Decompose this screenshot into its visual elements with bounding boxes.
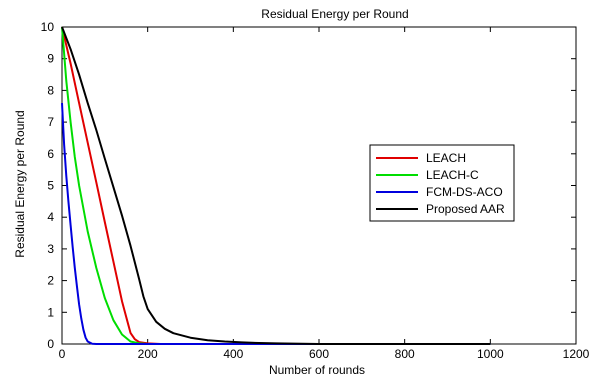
axis-ticks: 0 200 400 600 800 1000 1200 0 1 2 3 4 5 6 7 8 9 10 [41,20,590,361]
series-lines [61,26,491,345]
legend-label: FCM-DS-ACO [426,185,503,199]
y-tick-label: 4 [47,210,54,224]
y-tick-label: 8 [47,83,54,97]
y-tick-label: 7 [47,115,54,129]
series-line-proposed-aar [61,26,491,345]
x-tick-label: 1200 [563,347,590,361]
series-line-fcm-ds-aco [61,103,491,345]
y-tick-label: 1 [47,305,54,319]
x-axis-title: Number of rounds [269,363,365,377]
x-tick-label: 600 [309,347,329,361]
x-tick-label: 0 [59,347,66,361]
x-tick-label: 200 [138,347,158,361]
y-tick-label: 0 [47,337,54,351]
legend-label: Proposed AAR [426,202,505,216]
x-tick-label: 800 [395,347,415,361]
y-tick-label: 5 [47,179,54,193]
x-tick-label: 1000 [477,347,504,361]
y-tick-label: 9 [47,52,54,66]
y-tick-label: 3 [47,242,54,256]
legend: LEACH LEACH-C FCM-DS-ACO Proposed AAR [369,144,515,222]
y-tick-label: 2 [47,274,54,288]
y-axis-title: Residual Energy per Round [13,110,27,257]
y-tick-label: 6 [47,147,54,161]
y-tick-label: 10 [41,20,55,34]
x-tick-label: 400 [223,347,243,361]
legend-label: LEACH-C [426,168,479,182]
legend-label: LEACH [426,151,466,165]
chart-title: Residual Energy per Round [261,7,408,21]
